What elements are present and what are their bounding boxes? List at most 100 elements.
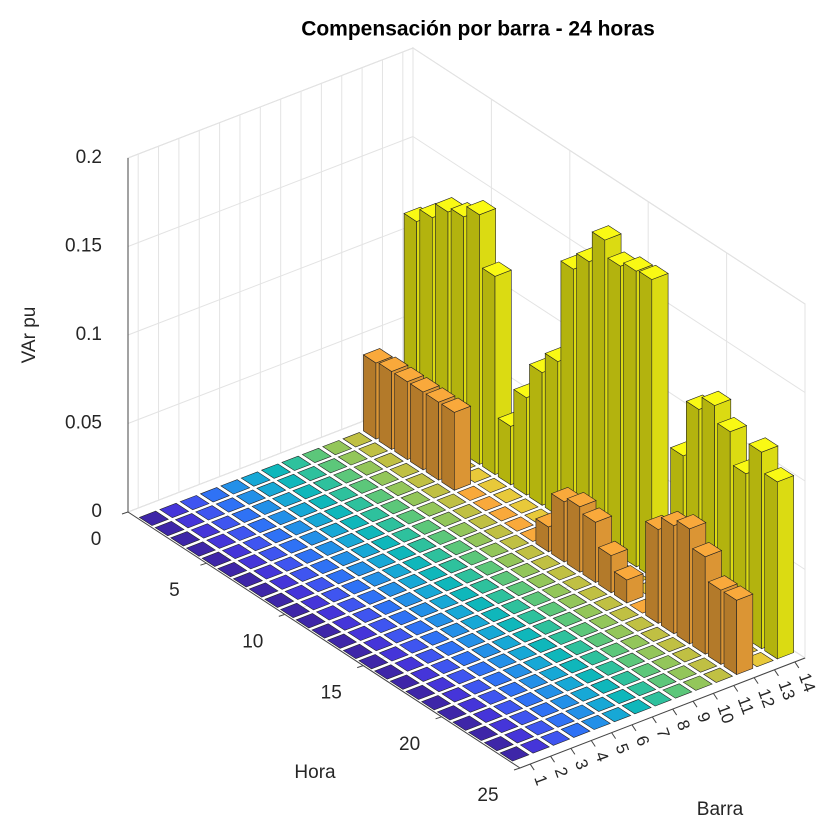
bar xyxy=(544,712,575,728)
bar-top-face xyxy=(424,612,455,628)
bar-top-face xyxy=(450,650,481,667)
bar-top-face xyxy=(502,663,533,679)
x-tick-label: 4 xyxy=(591,749,612,764)
bar-top-face xyxy=(248,582,279,598)
tick-mark xyxy=(611,732,617,739)
bar-top-face xyxy=(430,658,461,675)
bar xyxy=(260,463,292,479)
bar xyxy=(500,599,531,615)
bar-top-face xyxy=(339,514,370,530)
bar-top-face xyxy=(260,463,292,479)
tick-mark xyxy=(692,700,698,708)
bar xyxy=(420,483,451,499)
bar xyxy=(159,502,190,519)
tick-mark xyxy=(513,767,521,771)
bar-top-face xyxy=(436,493,467,509)
bar xyxy=(353,460,384,476)
bar xyxy=(342,643,373,660)
bar-top-face xyxy=(477,477,508,494)
bar xyxy=(351,607,383,623)
z-tick-label: 0.1 xyxy=(76,324,102,345)
bar xyxy=(400,491,431,507)
bar-top-face xyxy=(511,627,542,643)
tick-mark xyxy=(529,763,535,771)
bar xyxy=(521,591,552,607)
bar-top-face xyxy=(292,484,323,500)
bar-top-face xyxy=(377,581,408,597)
bar-top-face xyxy=(579,650,610,666)
bar-top-face xyxy=(311,623,342,639)
z-tick-label: 0.15 xyxy=(65,236,102,257)
bar xyxy=(488,506,519,522)
bar-top-face xyxy=(273,556,304,572)
bar-top-face xyxy=(422,547,453,564)
bar-top-face xyxy=(389,462,420,479)
bar xyxy=(394,656,425,672)
x-tick-label: 5 xyxy=(612,741,633,756)
bar-top-face xyxy=(619,634,651,650)
bar xyxy=(373,452,404,468)
bar xyxy=(256,481,287,497)
z-tick-label: 0.2 xyxy=(76,147,102,168)
bar-top-face xyxy=(496,617,527,633)
bar-top-face xyxy=(577,585,608,601)
bar-left-face xyxy=(676,520,690,645)
bar xyxy=(430,658,461,675)
bar-top-face xyxy=(220,479,251,495)
axis-line xyxy=(127,511,521,769)
bar xyxy=(320,587,351,603)
tick-mark xyxy=(278,613,285,617)
bar-top-face xyxy=(655,636,687,653)
bar-top-face xyxy=(231,507,262,523)
bar-top-face xyxy=(580,714,611,730)
bar-top-face xyxy=(447,521,478,538)
bar-top-face xyxy=(590,678,621,694)
bar-top-face xyxy=(452,503,483,520)
bar-top-face xyxy=(414,648,445,664)
bar-top-face xyxy=(638,264,669,280)
bar-top-face xyxy=(497,681,528,697)
bar-top-face xyxy=(373,664,405,680)
bar xyxy=(403,620,434,636)
bar xyxy=(293,548,325,564)
bar-top-face xyxy=(403,620,434,636)
bar xyxy=(336,597,367,613)
bar xyxy=(453,568,484,584)
tick-mark xyxy=(357,665,364,669)
bar-top-face xyxy=(538,665,569,682)
bar xyxy=(477,477,508,494)
bar-left-face xyxy=(529,363,543,506)
bar-top-face xyxy=(301,447,332,464)
bar xyxy=(525,573,556,589)
bar xyxy=(452,503,483,520)
bar-top-face xyxy=(518,673,549,690)
bar xyxy=(318,522,350,538)
bar-top-face xyxy=(435,640,466,656)
bar xyxy=(185,541,216,557)
bar-top-face xyxy=(546,565,577,581)
tick-mark xyxy=(550,755,555,763)
bar xyxy=(552,611,583,627)
x-tick-label: 10 xyxy=(713,702,737,726)
bar-top-face xyxy=(391,527,422,543)
bar-top-face xyxy=(351,607,383,623)
bar xyxy=(179,495,210,511)
bars xyxy=(138,197,795,762)
bar-top-face xyxy=(253,564,284,580)
bar xyxy=(262,528,293,544)
bar-top-face xyxy=(475,625,506,641)
bar xyxy=(410,666,441,682)
x-axis-label: Barra xyxy=(697,799,744,820)
bar-top-face xyxy=(640,626,671,642)
bar xyxy=(231,507,262,523)
bar xyxy=(307,494,339,510)
bar-top-face xyxy=(381,563,412,579)
bar-top-face xyxy=(312,476,343,492)
bar-left-face xyxy=(394,372,408,461)
bar-top-face xyxy=(547,629,578,645)
bar-top-face xyxy=(594,660,626,676)
bar xyxy=(315,605,347,621)
bar xyxy=(655,636,687,653)
bar xyxy=(579,650,610,666)
tick-mark xyxy=(570,748,576,755)
